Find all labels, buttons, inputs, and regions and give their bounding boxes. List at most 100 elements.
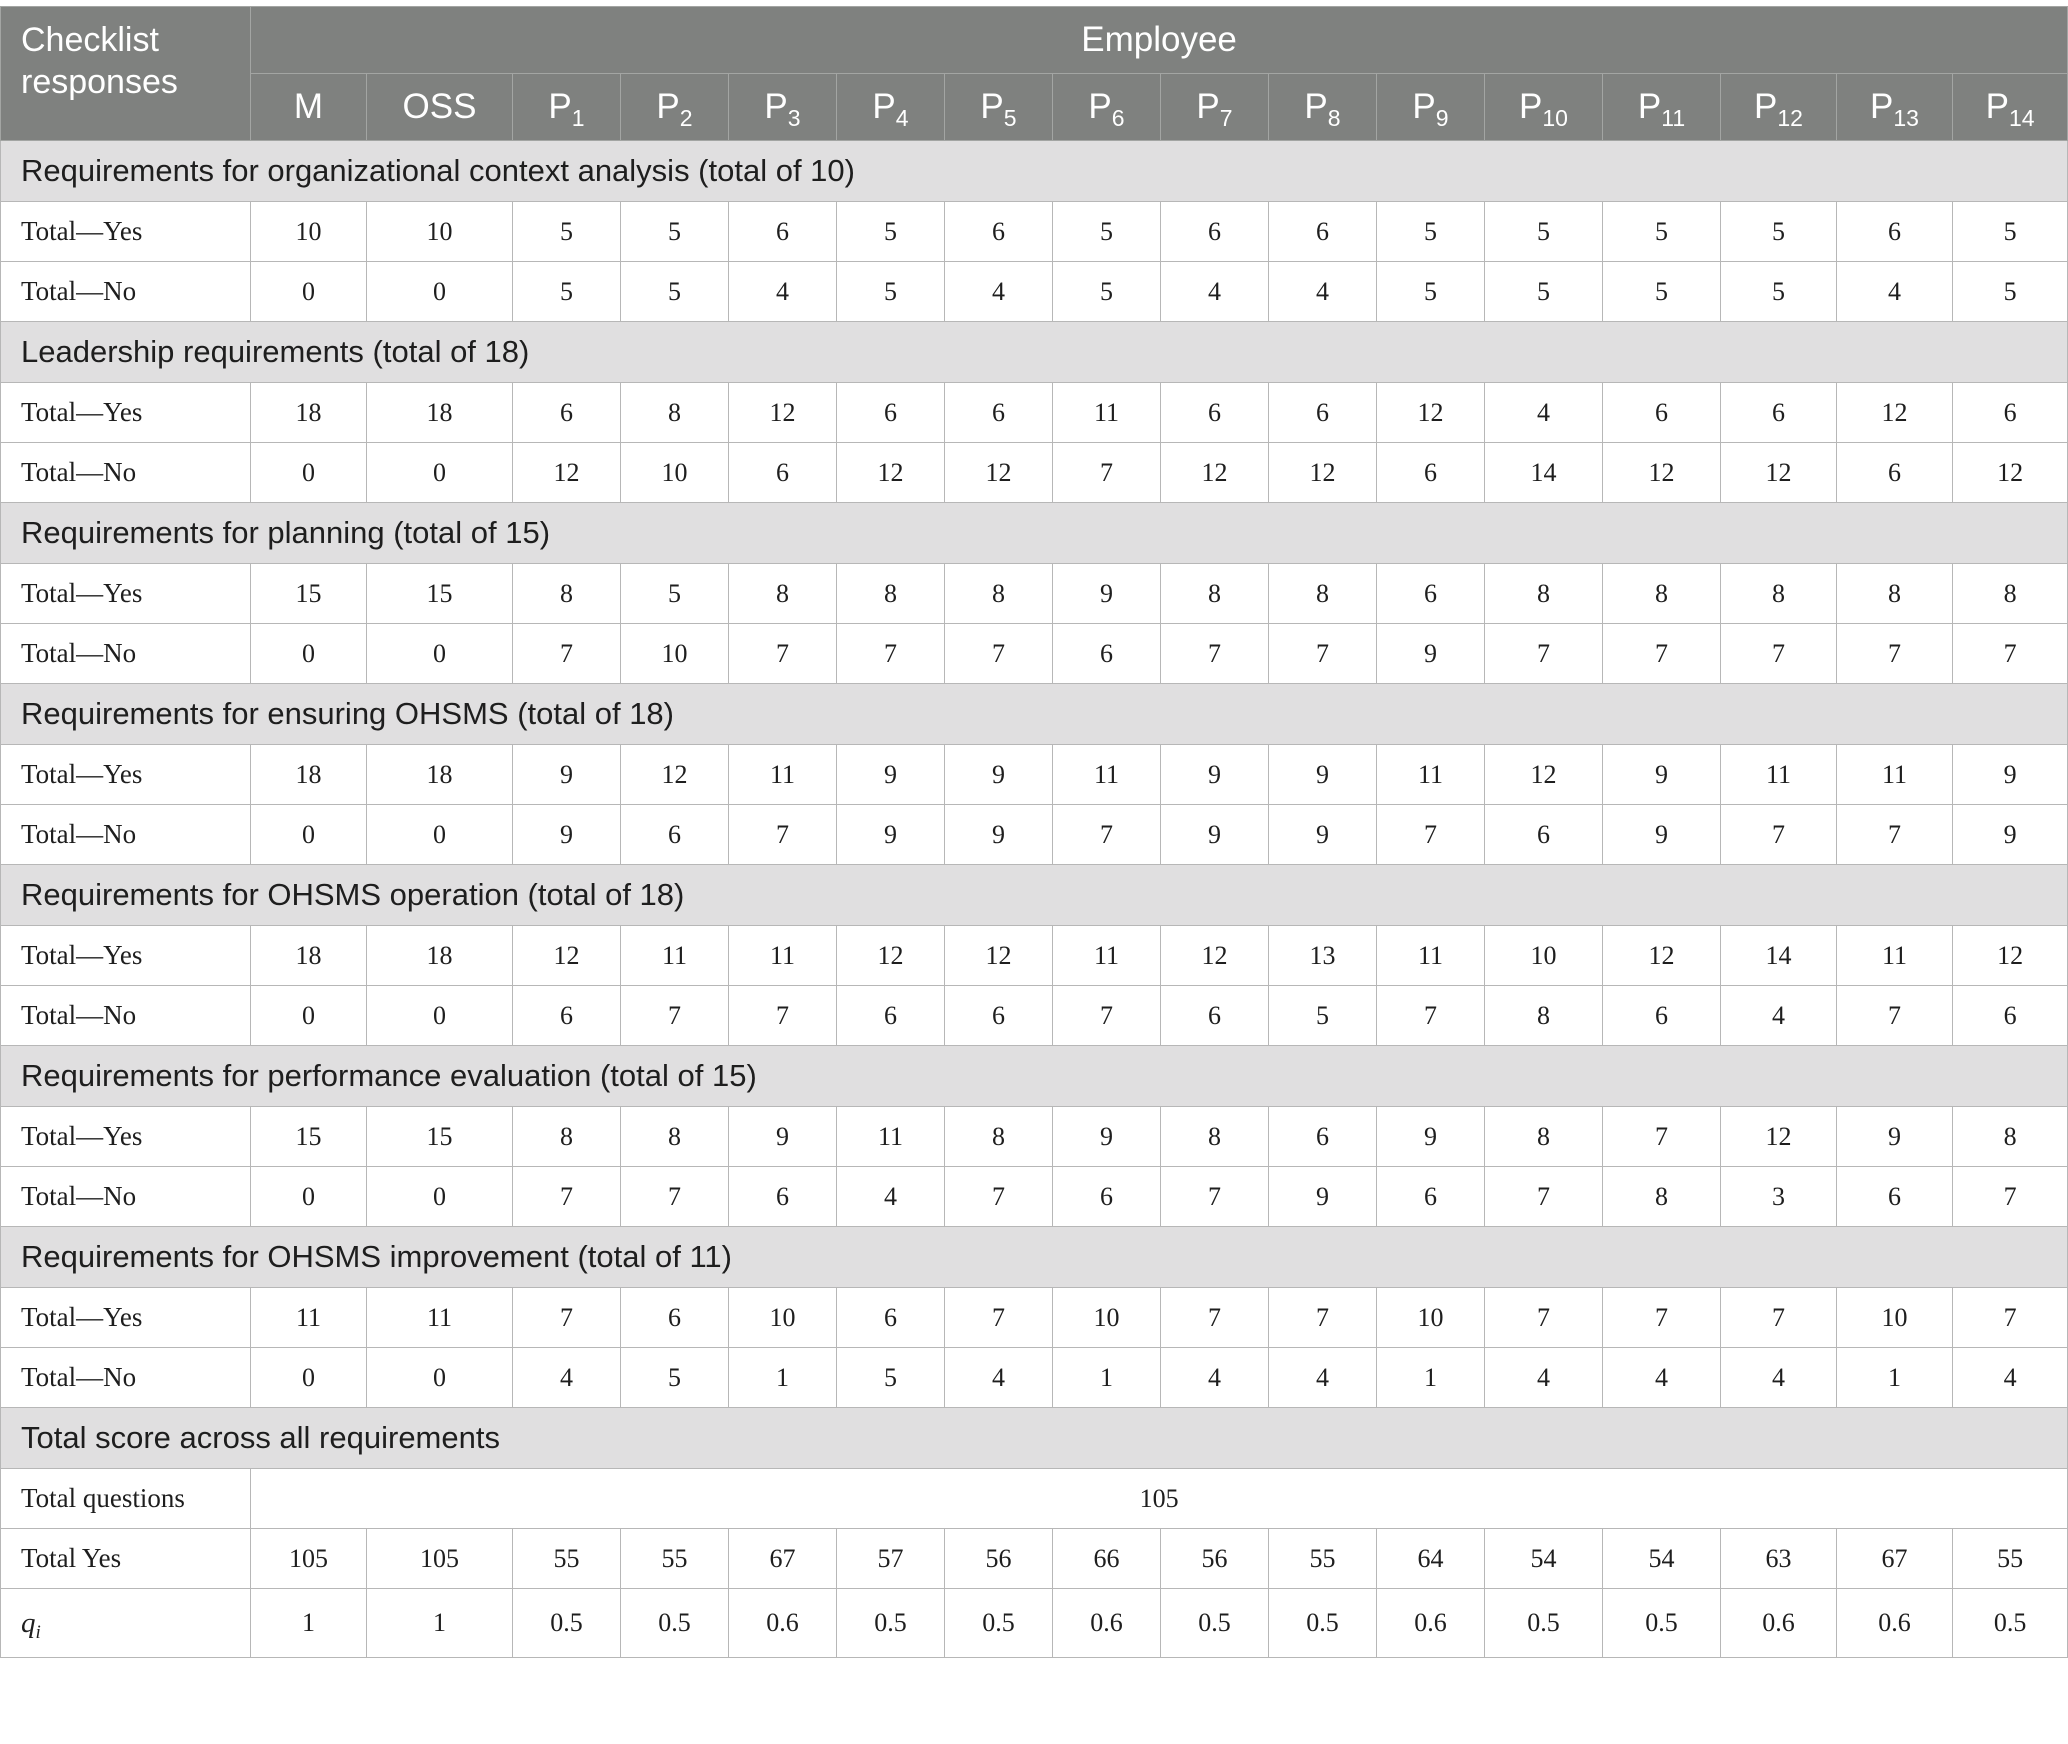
table-cell: 6 — [1268, 1106, 1377, 1167]
table-cell: 7 — [728, 804, 837, 865]
table-cell: 0 — [250, 985, 367, 1046]
table-cell: 63 — [1720, 1528, 1837, 1589]
table-row: Total—Yes 18 18 6 8 12 6 6 11 6 6 12 4 6 6 12 6 — [0, 382, 2068, 443]
table-cell: 7 — [1052, 804, 1161, 865]
table-cell: 67 — [1836, 1528, 1953, 1589]
table-cell: 4 — [1268, 261, 1377, 322]
table-cell: 7 — [1602, 1287, 1721, 1348]
column-header-subscript: 9 — [1435, 105, 1449, 131]
table-row: Total—No 0 0 4 5 1 5 4 1 4 4 1 4 4 4 1 4 — [0, 1347, 2068, 1408]
table-cell: 9 — [1376, 623, 1485, 684]
table-cell: 12 — [1951, 442, 2068, 503]
table-row: Total—No 0 0 6 7 7 6 6 7 6 5 7 8 6 4 7 6 — [0, 985, 2068, 1046]
table-cell: 9 — [1160, 744, 1269, 805]
column-header-label: P — [764, 87, 788, 126]
row-label: Total—No — [0, 804, 251, 865]
table-cell: 6 — [944, 985, 1053, 1046]
table-cell: 7 — [512, 623, 621, 684]
table-cell: 6 — [1836, 201, 1953, 262]
column-header-label: P — [1088, 87, 1112, 126]
table-cell: 8 — [836, 563, 945, 624]
table-cell: 5 — [512, 201, 621, 262]
section-title: Requirements for performance evaluation … — [0, 1045, 2068, 1107]
table-cell: 12 — [1602, 925, 1721, 986]
table-cell: 6 — [1160, 985, 1269, 1046]
section-header-row: Requirements for OHSMS operation (total … — [0, 864, 2068, 926]
table-cell: 7 — [1268, 1287, 1377, 1348]
table-cell: 0.5 — [836, 1588, 945, 1658]
table-cell: 18 — [366, 382, 513, 443]
table-row: Total—Yes 18 18 9 12 11 9 9 11 9 9 11 12 9 11 11 9 — [0, 744, 2068, 805]
table-cell: 10 — [1484, 925, 1603, 986]
column-header-label: P — [1519, 87, 1543, 126]
table-cell: 8 — [512, 1106, 621, 1167]
table-cell: 0.6 — [1052, 1588, 1161, 1658]
table-cell: 18 — [366, 925, 513, 986]
corner-header: Checklist responses — [0, 6, 251, 141]
table-cell: 6 — [1602, 382, 1721, 443]
section-title: Leadership requirements (total of 18) — [0, 321, 2068, 383]
table-cell: 6 — [1602, 985, 1721, 1046]
column-header-label: P — [548, 87, 572, 126]
column-header-subscript: 2 — [679, 105, 693, 131]
table-cell: 57 — [836, 1528, 945, 1589]
row-label: Total—Yes — [0, 1287, 251, 1348]
table-cell: 8 — [1268, 563, 1377, 624]
table-cell: 4 — [1720, 985, 1837, 1046]
table-cell: 4 — [944, 1347, 1053, 1408]
table-cell: 8 — [1602, 563, 1721, 624]
table-cell: 10 — [1836, 1287, 1953, 1348]
column-header-subscript: 10 — [1542, 105, 1568, 131]
table-cell: 18 — [366, 744, 513, 805]
table-row: Total—No 0 0 7 7 6 4 7 6 7 9 6 7 8 3 6 7 — [0, 1166, 2068, 1227]
table-cell: 12 — [512, 925, 621, 986]
table-cell: 6 — [512, 985, 621, 1046]
table-cell: 8 — [620, 382, 729, 443]
qi-symbol-base: q — [21, 1606, 36, 1639]
table-cell: 0.6 — [1376, 1588, 1485, 1658]
column-header-label: P — [1870, 87, 1894, 126]
row-label: Total—No — [0, 985, 251, 1046]
table-cell: 4 — [728, 261, 837, 322]
column-header: P10 — [1484, 73, 1603, 141]
table-cell: 7 — [1836, 623, 1953, 684]
table-cell: 9 — [1268, 804, 1377, 865]
table-cell: 6 — [1836, 1166, 1953, 1227]
table-cell: 9 — [944, 744, 1053, 805]
table-cell: 7 — [1951, 1287, 2068, 1348]
table-cell: 15 — [250, 1106, 367, 1167]
row-label: Total—No — [0, 623, 251, 684]
column-header-subscript: 4 — [895, 105, 909, 131]
column-header: OSS — [366, 73, 513, 141]
table-row: Total—Yes 10 10 5 5 6 5 6 5 6 6 5 5 5 5 6 5 — [0, 201, 2068, 262]
column-header-subscript: 1 — [571, 105, 585, 131]
table-cell: 0.6 — [1836, 1588, 1953, 1658]
column-header-subscript: 5 — [1003, 105, 1017, 131]
table-cell: 9 — [1602, 804, 1721, 865]
table-cell: 6 — [728, 442, 837, 503]
column-header-label: P — [872, 87, 896, 126]
table-cell: 0 — [366, 261, 513, 322]
table-cell: 4 — [836, 1166, 945, 1227]
table-cell: 8 — [620, 1106, 729, 1167]
table-cell: 8 — [944, 1106, 1053, 1167]
table-cell: 11 — [836, 1106, 945, 1167]
table-cell: 6 — [1484, 804, 1603, 865]
table-cell: 7 — [728, 623, 837, 684]
table-cell: 8 — [1951, 563, 2068, 624]
column-header-label: P — [1754, 87, 1778, 126]
table-cell: 9 — [512, 744, 621, 805]
table-cell: 56 — [1160, 1528, 1269, 1589]
table-cell: 7 — [1836, 985, 1953, 1046]
table-cell: 6 — [512, 382, 621, 443]
table-cell: 4 — [1160, 1347, 1269, 1408]
column-header-subscript: 14 — [2008, 105, 2035, 131]
table-cell: 6 — [620, 1287, 729, 1348]
column-header: P6 — [1052, 73, 1161, 141]
table-cell: 9 — [1052, 1106, 1161, 1167]
table-cell: 5 — [620, 563, 729, 624]
table-cell: 5 — [1484, 261, 1603, 322]
table-cell: 11 — [366, 1287, 513, 1348]
table-cell: 12 — [836, 442, 945, 503]
table-cell: 15 — [366, 1106, 513, 1167]
